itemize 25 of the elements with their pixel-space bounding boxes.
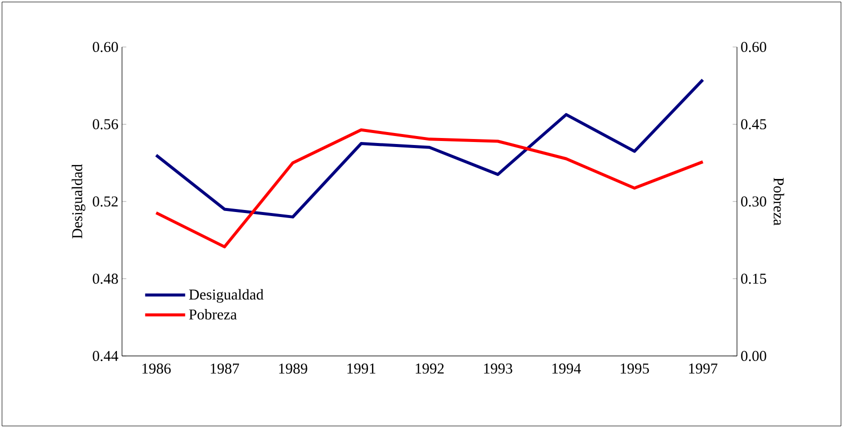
y-tick-label: 0.52 bbox=[92, 196, 118, 207]
y2-tick-label: 0.00 bbox=[741, 350, 766, 362]
legend-label: Pobreza bbox=[189, 308, 237, 320]
x-tick-label: 1992 bbox=[416, 364, 444, 374]
y2-tick-label: 0.30 bbox=[741, 196, 766, 207]
y-tick-label: 0.56 bbox=[92, 119, 118, 130]
y-tick-label: 0.60 bbox=[92, 42, 118, 52]
y2-tick-label: 0.60 bbox=[741, 42, 766, 52]
x-tick-label: 1995 bbox=[620, 364, 649, 374]
y2-tick-label: 0.15 bbox=[741, 274, 766, 284]
x-tick-label: 1989 bbox=[279, 364, 308, 374]
y-tick-label: 0.48 bbox=[92, 274, 118, 284]
x-tick-label: 1993 bbox=[484, 364, 512, 374]
y-tick-label: 0.44 bbox=[92, 350, 118, 362]
x-tick-label: 1994 bbox=[552, 364, 581, 374]
y2-tick-label: 0.45 bbox=[741, 119, 766, 130]
line-series bbox=[154, 78, 704, 218]
x-tick-label: 1991 bbox=[347, 364, 376, 374]
y2-axis-title: Pobreza bbox=[774, 178, 784, 226]
x-tick-label: 1987 bbox=[210, 364, 240, 374]
x-tick-label: 1997 bbox=[689, 364, 718, 374]
line-series bbox=[154, 128, 704, 248]
legend-label: Desigualdad bbox=[189, 289, 264, 303]
y-axis-title: Desigualdad bbox=[72, 164, 86, 239]
x-tick-label: 1986 bbox=[142, 364, 171, 374]
